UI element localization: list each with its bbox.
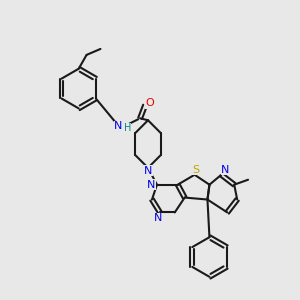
Text: H: H (124, 123, 131, 133)
Text: O: O (146, 98, 154, 108)
Text: N: N (154, 213, 162, 224)
Text: N: N (147, 180, 155, 190)
Text: N: N (144, 166, 152, 176)
Text: N: N (114, 121, 122, 131)
Text: N: N (221, 165, 230, 175)
Text: S: S (192, 165, 199, 175)
